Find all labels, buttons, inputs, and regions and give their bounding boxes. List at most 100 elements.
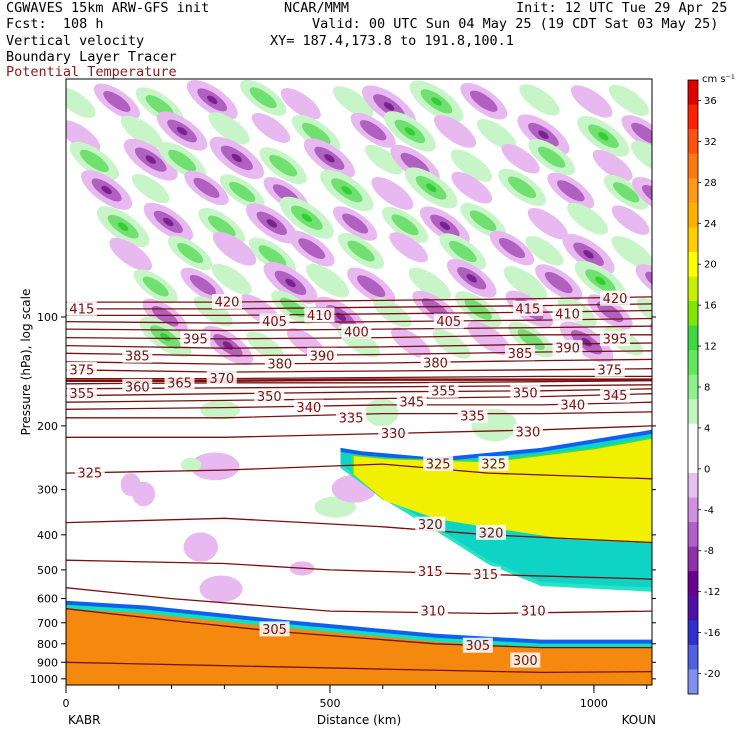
vertical-velocity-cell [306, 263, 349, 298]
svg-text:345: 345 [399, 396, 424, 411]
vertical-velocity-cell [587, 294, 633, 330]
theta-contour-label: 375 [594, 361, 625, 378]
vertical-velocity-cell [132, 481, 156, 507]
colorbar-swatch [688, 129, 698, 155]
y-axis-label: Pressure (hPa), log scale [19, 289, 33, 436]
theta-contour-415 [66, 303, 652, 310]
vertical-velocity-cell [439, 233, 487, 270]
colorbar-tick-label: 28 [704, 178, 717, 189]
svg-text:345: 345 [603, 389, 628, 404]
colorbar-tick-label: -8 [704, 546, 714, 557]
y-tick-label: 900 [37, 656, 58, 669]
theta-contour-345 [66, 393, 652, 403]
theta-contour-label: 345 [600, 387, 631, 404]
theta-contour-label: 385 [122, 347, 153, 364]
vertical-velocity-cell [337, 233, 385, 270]
theta-contour-label: 345 [396, 394, 427, 411]
theta-contour-label: 320 [475, 524, 506, 541]
left-endpoint-label: KABR [68, 713, 100, 727]
theta-contour-label: 420 [600, 290, 631, 307]
forecast-hour: Fcst: 108 h [6, 16, 104, 32]
theta-contour-label: 315 [415, 563, 446, 580]
vertical-velocity-cell [288, 230, 335, 267]
vertical-velocity-cell [547, 172, 595, 209]
colorbar-swatch [688, 374, 698, 400]
vertical-velocity-cell [517, 114, 570, 155]
vertical-velocity-cell [303, 138, 355, 179]
vertical-velocity-cell [240, 79, 287, 116]
svg-text:325: 325 [77, 467, 102, 482]
svg-text:410: 410 [307, 309, 332, 324]
vertical-velocity-cell [66, 120, 101, 153]
theta-contour-label: 400 [341, 323, 372, 340]
vertical-velocity-cell [193, 296, 233, 327]
init-time: Init: 12 UTC Tue 29 Apr 25 [516, 0, 728, 16]
theta-contour-label: 340 [557, 396, 588, 413]
vertical-velocity-cell [332, 86, 374, 118]
theta-contour-label: 390 [552, 340, 583, 357]
vertical-velocity-cell [142, 298, 188, 334]
svg-text:315: 315 [473, 568, 498, 583]
vertical-velocity-cell [69, 141, 119, 181]
svg-text:420: 420 [215, 296, 240, 311]
vertical-velocity-cell [212, 231, 257, 266]
model-title: CGWAVES 15km ARW-GFS init [6, 0, 210, 16]
y-tick-label: 100 [37, 311, 58, 324]
theta-contour-label: 350 [510, 384, 541, 401]
theta-contour-label: 405 [433, 313, 464, 330]
vertical-velocity-cell [611, 235, 652, 269]
vertical-velocity-cell [259, 147, 307, 185]
vertical-velocity-cell [251, 112, 291, 143]
colorbar-swatch [688, 448, 698, 474]
vertical-velocity-cell [371, 177, 414, 210]
colorbar-swatch [688, 276, 698, 302]
vertical-velocity-cell [184, 170, 229, 206]
y-tick-label: 400 [37, 529, 58, 542]
svg-text:415: 415 [516, 302, 541, 317]
theta-contour-400 [66, 325, 652, 332]
colorbar-swatch [688, 325, 698, 351]
colorbar-tick-label: -16 [704, 628, 720, 639]
vertical-velocity-cell [190, 452, 240, 481]
theta-contour-label: 305 [259, 621, 290, 638]
vertical-velocity-cell [143, 202, 194, 242]
vertical-velocity-cell [409, 80, 464, 123]
y-tick-label: 300 [37, 484, 58, 497]
svg-text:385: 385 [508, 347, 533, 362]
theta-contour-375 [66, 368, 652, 373]
theta-contour-320 [66, 517, 652, 544]
vertical-velocity-cell [183, 532, 218, 562]
svg-text:405: 405 [262, 315, 287, 330]
field-potential-temperature: Potential Temperature [6, 64, 177, 80]
vertical-velocity-cell [450, 149, 492, 182]
colorbar-swatch [688, 301, 698, 327]
y-tick-label: 1000 [30, 673, 58, 686]
right-endpoint-label: KOUN [622, 713, 656, 727]
x-tick-label: 0 [63, 697, 70, 710]
svg-text:320: 320 [479, 526, 504, 541]
colorbar-tick-label: 24 [704, 219, 717, 230]
colorbar-tick-label: 16 [704, 301, 717, 312]
vertical-velocity-cell [635, 264, 652, 301]
vertical-velocity-cell [559, 321, 614, 364]
vertical-velocity-cell [364, 144, 403, 175]
vertical-velocity-cell [527, 207, 568, 240]
vertical-velocity-cell [451, 171, 492, 204]
svg-text:360: 360 [125, 380, 150, 395]
vertical-velocity-cell [263, 261, 318, 304]
theta-contour-350 [66, 388, 652, 397]
colorbar-units: cm s⁻¹ [702, 74, 735, 85]
theta-contour-335 [66, 411, 652, 419]
theta-contour-label: 380 [420, 354, 451, 371]
vertical-velocity-cell [364, 398, 399, 427]
svg-text:335: 335 [339, 411, 364, 426]
cross-section-endpoints: XY= 187.4,173.8 to 191.8,100.1 [270, 33, 514, 49]
svg-text:325: 325 [426, 458, 451, 473]
theta-contour-label: 360 [122, 378, 153, 395]
vertical-velocity-cell [592, 149, 633, 182]
theta-contour-315 [66, 559, 652, 580]
colorbar-swatch [688, 399, 698, 425]
colorbar-swatch [688, 620, 698, 646]
theta-contour-label: 330 [378, 425, 409, 442]
